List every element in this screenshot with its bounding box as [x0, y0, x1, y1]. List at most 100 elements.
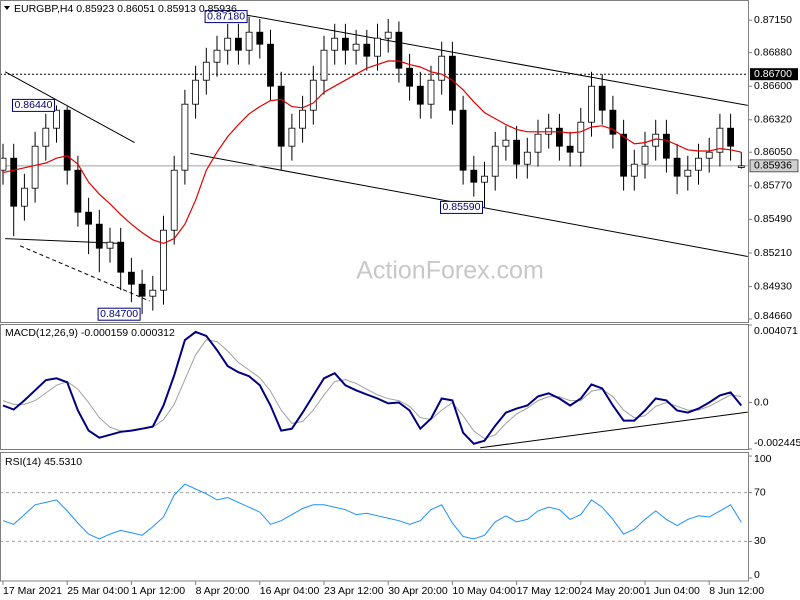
- candle-body: [202, 61, 210, 81]
- annotation-box: [97, 307, 141, 321]
- trend-line: [480, 411, 748, 449]
- candle-body: [556, 127, 563, 147]
- rsi-line: [2, 483, 742, 540]
- candle-body: [406, 67, 414, 87]
- candle-body: [181, 103, 189, 171]
- candle-body: [288, 127, 296, 147]
- macd-line: [2, 330, 743, 445]
- candle-body: [42, 127, 50, 147]
- price-tag: [749, 159, 799, 173]
- y-tick-label: 0.84930: [754, 280, 792, 292]
- candle-body: [20, 187, 28, 207]
- candle-body: [245, 31, 253, 51]
- candle-body: [106, 241, 114, 249]
- candle-body: [31, 145, 39, 189]
- y-tick-label: 0.0: [754, 396, 769, 408]
- x-tick-label: 1 Jun 04:00: [645, 585, 700, 597]
- candle-body: [438, 55, 446, 81]
- y-tick-label: 0.004071: [754, 325, 798, 337]
- y-tick-label: 0.86320: [754, 114, 792, 126]
- candle-body: [160, 229, 167, 291]
- annotation-box: [12, 98, 55, 112]
- y-tick-label: 0: [754, 569, 760, 581]
- candle-body: [363, 43, 371, 57]
- candle-body: [630, 163, 638, 177]
- candle-body: [299, 109, 307, 129]
- price-panel: [0, 0, 749, 323]
- candle-body: [737, 165, 745, 168]
- candle-body: [352, 43, 360, 51]
- candle-body: [448, 55, 456, 111]
- y-tick-label: 0.85490: [754, 213, 792, 225]
- candle-body: [63, 109, 71, 171]
- annotation-label: 0.86440: [15, 99, 53, 111]
- candle-body: [1, 157, 7, 171]
- candle-body: [224, 37, 232, 51]
- rsi-panel: [0, 452, 749, 582]
- x-tick-label: 25 Mar 04:00: [67, 585, 129, 597]
- candle-body: [577, 121, 585, 153]
- y-tick-label: 0.85210: [754, 247, 792, 259]
- y-tick-label: 0.86600: [754, 80, 792, 92]
- chart-title: EURGBP,H4 0.85923 0.86051 0.85913 0.8593…: [14, 3, 237, 15]
- candle-body: [684, 169, 692, 177]
- candle-body: [588, 85, 595, 123]
- candle-body: [95, 223, 103, 249]
- annotation-label: 0.84700: [100, 308, 138, 320]
- candle-body: [427, 79, 435, 105]
- candle-body: [267, 43, 274, 87]
- x-tick-label: 16 Apr 04:00: [260, 585, 320, 597]
- y-tick-label: 100: [754, 453, 772, 465]
- candle-body: [10, 157, 18, 207]
- level-label: 0.86700: [754, 68, 792, 80]
- candle-body: [234, 37, 242, 51]
- candle-body: [470, 169, 478, 183]
- y-tick-label: 0.87150: [754, 14, 792, 26]
- macd-panel: [0, 324, 749, 450]
- candle-body: [598, 85, 606, 111]
- candle-body: [663, 133, 670, 159]
- x-tick-label: 17 May 12:00: [517, 585, 581, 597]
- axes: 0.87150 0.86880 0.86600 0.86320 0.86050 0.857…: [2, 14, 800, 597]
- x-tick-label: 17 Mar 2021: [3, 585, 62, 597]
- candle-body: [695, 157, 702, 171]
- candle-body: [341, 37, 349, 51]
- candle-body: [609, 109, 617, 135]
- y-tick-label: 0.84660: [754, 310, 792, 322]
- candle-body: [117, 241, 125, 273]
- candle-body: [620, 133, 627, 177]
- y-tick-label: 30: [754, 535, 766, 547]
- candle-body: [149, 289, 157, 297]
- candle-body: [74, 169, 82, 213]
- candle-body: [716, 127, 724, 153]
- candle-body: [256, 31, 264, 45]
- candle-body: [502, 139, 510, 147]
- candle-body: [641, 145, 649, 165]
- candle-body: [523, 151, 531, 165]
- level-tag: [750, 68, 798, 81]
- candle-body: [459, 109, 467, 171]
- candle-body: [384, 31, 392, 39]
- candle-body: [534, 133, 542, 153]
- macd-plot: [2, 330, 748, 449]
- candle-body: [138, 283, 146, 297]
- trend-line: [235, 12, 748, 106]
- x-tick-label: 23 Apr 12:00: [324, 585, 384, 597]
- rsi-plot: [1, 483, 748, 542]
- annotation-label: 0.87180: [207, 10, 245, 22]
- candle-body: [374, 37, 381, 57]
- watermark: ActionForex.com: [356, 257, 544, 285]
- macd-title: MACD(12,26,9) -0.000159 0.000312: [5, 327, 175, 339]
- x-tick-label: 8 Apr 20:00: [196, 585, 250, 597]
- x-tick-label: 24 May 20:00: [581, 585, 645, 597]
- annotation-label: 0.85590: [443, 201, 481, 213]
- y-tick-label: 0.85770: [754, 180, 792, 192]
- menu-icon: [4, 6, 10, 10]
- candle-body: [309, 79, 317, 111]
- candle-body: [320, 49, 328, 81]
- x-tick-label: 8 Jun 12:00: [709, 585, 764, 597]
- candle-body: [416, 85, 424, 105]
- candle-body: [705, 151, 713, 159]
- candle-body: [213, 49, 221, 63]
